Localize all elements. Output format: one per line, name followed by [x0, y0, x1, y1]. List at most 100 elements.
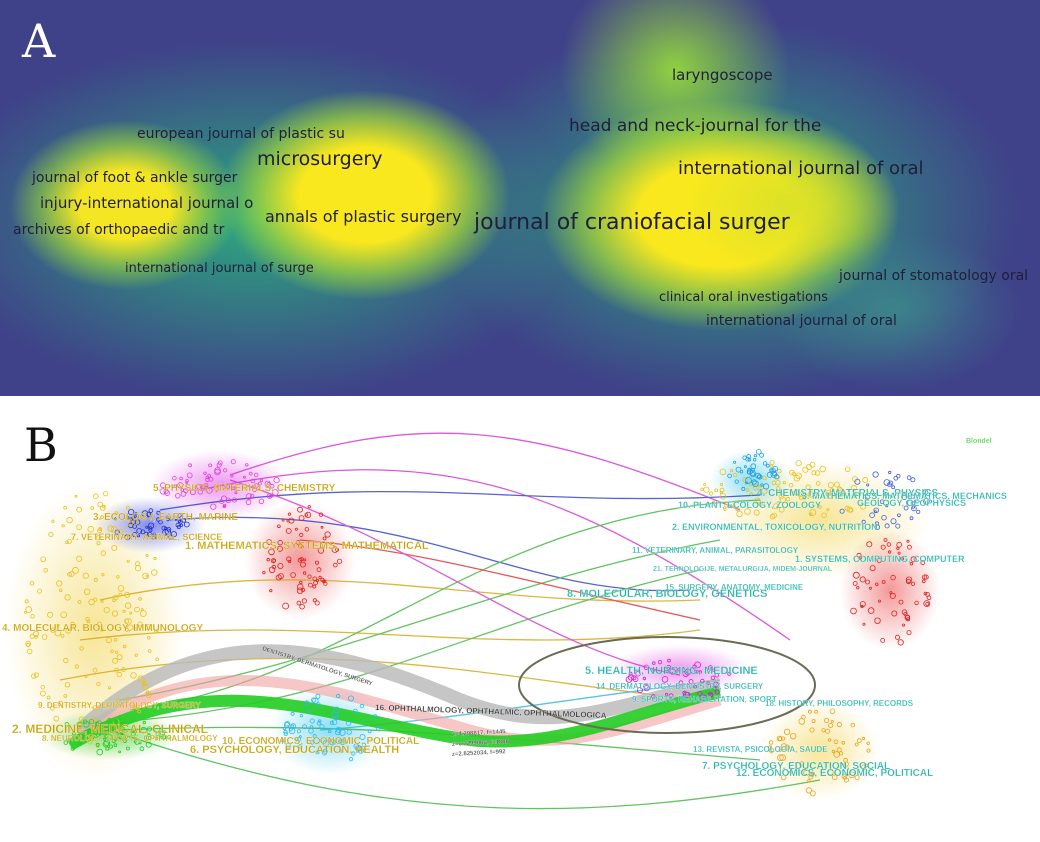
scatter-point — [866, 741, 870, 745]
scatter-point — [183, 521, 190, 528]
scatter-point — [886, 542, 892, 547]
scatter-point — [122, 609, 126, 613]
term-label: archives of orthopaedic and tr — [13, 222, 225, 238]
scatter-point — [896, 546, 900, 550]
scatter-point — [249, 493, 255, 499]
scatter-point — [780, 736, 786, 741]
scatter-point — [841, 740, 846, 745]
scatter-point — [906, 617, 911, 622]
scatter-point — [359, 733, 366, 740]
scatter-point — [735, 506, 740, 512]
scatter-point — [758, 501, 763, 507]
scatter-point — [203, 471, 207, 475]
scatter-point — [90, 716, 98, 724]
scatter-point — [290, 711, 295, 716]
scatter-point — [703, 483, 706, 486]
scatter-point — [48, 531, 54, 537]
scatter-point — [827, 769, 834, 776]
scatter-point — [121, 667, 126, 672]
scatter-point — [898, 599, 904, 605]
scatter-point — [140, 726, 147, 734]
scatter-point — [214, 486, 220, 492]
scatter-point — [139, 746, 145, 752]
scatter-point — [910, 477, 916, 483]
scatter-point — [911, 501, 916, 506]
scatter-point — [805, 787, 813, 794]
scatter-point — [631, 675, 637, 681]
scatter-point — [814, 470, 821, 476]
scatter-point — [900, 493, 908, 500]
scatter-point — [720, 483, 724, 487]
scatter-point — [138, 741, 142, 745]
scatter-point — [808, 774, 814, 780]
scatter-point — [287, 512, 291, 516]
scatter-point — [100, 550, 106, 556]
scatter-point — [803, 769, 810, 776]
scatter-point — [145, 525, 149, 529]
cluster-cloud — [95, 497, 205, 553]
scatter-point — [179, 476, 183, 481]
scatter-point — [776, 735, 783, 742]
scatter-point — [795, 472, 802, 479]
scatter-point — [76, 555, 83, 562]
scatter-point — [802, 492, 808, 498]
scatter-point — [332, 562, 338, 568]
scatter-point — [714, 672, 720, 678]
scatter-point — [306, 709, 311, 714]
scatter-point — [25, 640, 32, 647]
scatter-point — [185, 479, 189, 483]
scatter-point — [636, 687, 643, 694]
scatter-point — [921, 579, 926, 584]
scatter-point — [40, 690, 46, 697]
scatter-point — [77, 721, 83, 727]
scatter-point — [778, 748, 782, 752]
scatter-point — [308, 728, 314, 734]
scatter-point — [77, 600, 82, 604]
term-label: clinical oral investigations — [659, 290, 829, 305]
scatter-point — [302, 724, 308, 730]
scatter-point — [299, 557, 304, 562]
scatter-point — [866, 541, 873, 548]
scatter-point — [106, 734, 113, 741]
scatter-point — [775, 480, 781, 486]
scatter-point — [299, 580, 303, 585]
scatter-point — [309, 718, 315, 724]
right-cluster-label: 1. SYSTEMS, COMPUTING, COMPUTER — [795, 554, 965, 564]
scatter-point — [40, 685, 45, 690]
scatter-point — [727, 473, 732, 479]
scatter-point — [117, 732, 125, 740]
scatter-point — [808, 709, 812, 714]
scatter-point — [771, 512, 777, 519]
scatter-point — [65, 540, 69, 545]
scatter-point — [661, 676, 669, 683]
scatter-point — [201, 484, 209, 491]
scatter-point — [146, 511, 152, 517]
scatter-point — [322, 740, 330, 747]
left-cluster-label: 2. MEDICINE, MEDICAL, CLINICAL — [12, 722, 208, 736]
scatter-point — [312, 598, 317, 603]
term-label: journal of stomatology oral — [839, 268, 1029, 284]
scatter-point — [861, 519, 866, 525]
scatter-point — [331, 719, 338, 726]
scatter-point — [181, 518, 186, 523]
scatter-point — [836, 747, 842, 753]
left-cluster-label: 1. MATHEMATICS, SYSTEMS, MATHEMATICAL — [185, 540, 429, 552]
scatter-point — [277, 562, 284, 569]
scatter-point — [707, 665, 714, 671]
scatter-point — [113, 743, 118, 748]
scatter-point — [314, 560, 319, 565]
scatter-point — [797, 492, 802, 497]
scatter-point — [145, 741, 152, 748]
scatter-point — [248, 471, 253, 476]
scatter-point — [854, 775, 860, 781]
scatter-point — [76, 506, 83, 513]
scatter-point — [87, 525, 95, 533]
scatter-point — [830, 719, 834, 723]
scatter-point — [848, 507, 854, 513]
scatter-point — [915, 499, 920, 504]
scatter-point — [824, 728, 831, 734]
scatter-point — [66, 516, 73, 524]
scatter-point — [879, 499, 885, 505]
scatter-point — [768, 747, 775, 754]
scatter-point — [874, 617, 881, 624]
